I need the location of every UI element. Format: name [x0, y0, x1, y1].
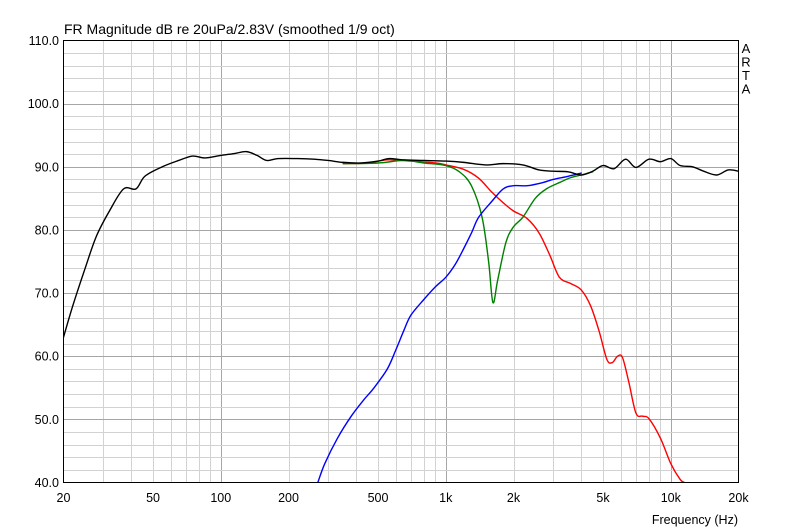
series-line	[342, 159, 594, 304]
grid	[63, 40, 739, 483]
arta-letter: A	[742, 41, 751, 56]
x-tick-label: 100	[210, 491, 231, 505]
x-tick-label: 20	[57, 491, 71, 505]
y-tick-label: 100.0	[28, 97, 59, 111]
arta-letter: A	[742, 82, 751, 97]
plot-frame	[63, 40, 739, 483]
x-tick-label: 500	[368, 491, 389, 505]
series-layer	[63, 150, 739, 483]
x-tick-label: 10k	[661, 491, 682, 505]
y-tick-label: 80.0	[35, 223, 59, 237]
x-tick-label: 50	[146, 491, 160, 505]
y-tick-label: 110.0	[29, 34, 59, 48]
arta-letter: R	[741, 55, 750, 70]
x-axis-label: Frequency (Hz)	[652, 513, 738, 527]
series-line	[63, 150, 739, 338]
arta-letter: T	[742, 68, 750, 83]
y-tick-label: 40.0	[35, 476, 59, 490]
series-line	[317, 172, 582, 483]
series-line	[342, 159, 686, 483]
x-tick-label: 200	[278, 491, 299, 505]
x-tick-labels: 20 50 100 200 500 1k 2k 5k 10k 20k	[57, 491, 750, 505]
chart-title: FR Magnitude dB re 20uPa/2.83V (smoothed…	[64, 21, 395, 37]
y-tick-label: 90.0	[35, 160, 59, 174]
x-tick-label: 20k	[728, 491, 749, 505]
y-tick-label: 70.0	[35, 287, 59, 301]
x-tick-label: 5k	[596, 491, 610, 505]
y-tick-label: 60.0	[35, 350, 59, 364]
y-tick-label: 50.0	[35, 413, 59, 427]
x-tick-label: 2k	[507, 491, 521, 505]
x-tick-label: 1k	[439, 491, 453, 505]
y-tick-labels: 40.0 50.0 60.0 70.0 80.0 90.0 100.0 110.0	[28, 34, 59, 490]
